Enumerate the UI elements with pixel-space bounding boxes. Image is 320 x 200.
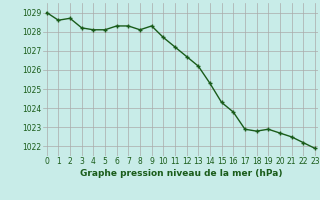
X-axis label: Graphe pression niveau de la mer (hPa): Graphe pression niveau de la mer (hPa) (80, 169, 282, 178)
